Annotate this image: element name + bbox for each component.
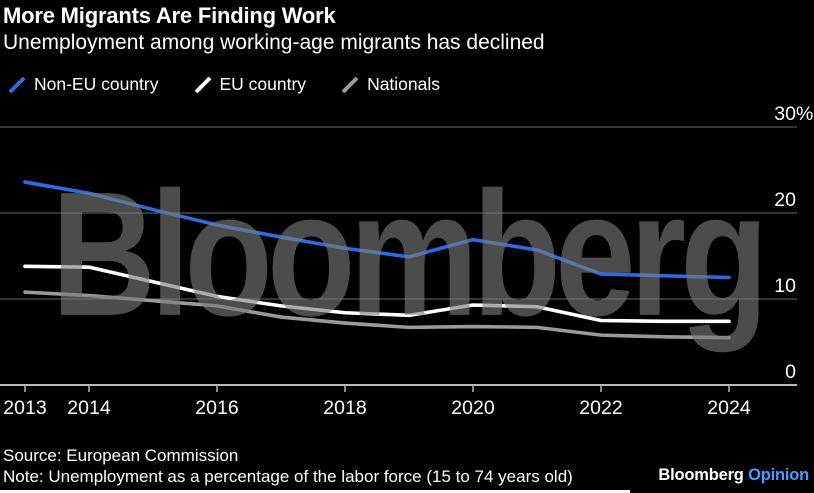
legend-label-non-eu: Non-EU country (34, 74, 159, 94)
y-tick-label: 0 (785, 361, 796, 383)
y-tick-label: 20 (774, 189, 796, 211)
series-line-nationals (23, 290, 731, 340)
page-title: More Migrants Are Finding Work (3, 3, 336, 28)
x-tick-label: 2018 (323, 397, 366, 419)
x-tick-label: 2022 (579, 397, 622, 419)
legend-item-non-eu: Non-EU country (3, 74, 159, 95)
legend-label-nationals: Nationals (367, 74, 441, 94)
bloomberg-opinion-logo: Bloomberg Opinion (658, 466, 809, 485)
x-tick-label: 2014 (67, 397, 111, 419)
legend-item-eu: EU country (189, 74, 307, 95)
x-tick-label: 2024 (707, 397, 751, 419)
source-note: Source: European Commission (3, 446, 239, 465)
x-tick-label: 2016 (195, 397, 238, 419)
legend: Non-EU country EU country Nationals (3, 74, 470, 95)
brand-bloomberg: Bloomberg (658, 466, 744, 484)
brand-opinion: Opinion (748, 466, 809, 484)
y-tick-label: 30 (774, 103, 796, 125)
legend-label-eu: EU country (219, 74, 307, 94)
x-tick-label: 2020 (451, 397, 495, 419)
y-tick-label: 10 (774, 275, 796, 297)
legend-item-nationals: Nationals (336, 74, 440, 95)
footnote: Note: Unemployment as a percentage of th… (3, 467, 573, 486)
series-line-non-eu-country (23, 180, 731, 280)
y-axis-unit-label: % (796, 103, 813, 125)
bottom-edge-artifact (0, 490, 630, 493)
series-line-eu-country (23, 264, 731, 324)
chart-subtitle: Unemployment among working-age migrants … (3, 31, 545, 54)
x-tick-label: 2013 (3, 397, 46, 419)
